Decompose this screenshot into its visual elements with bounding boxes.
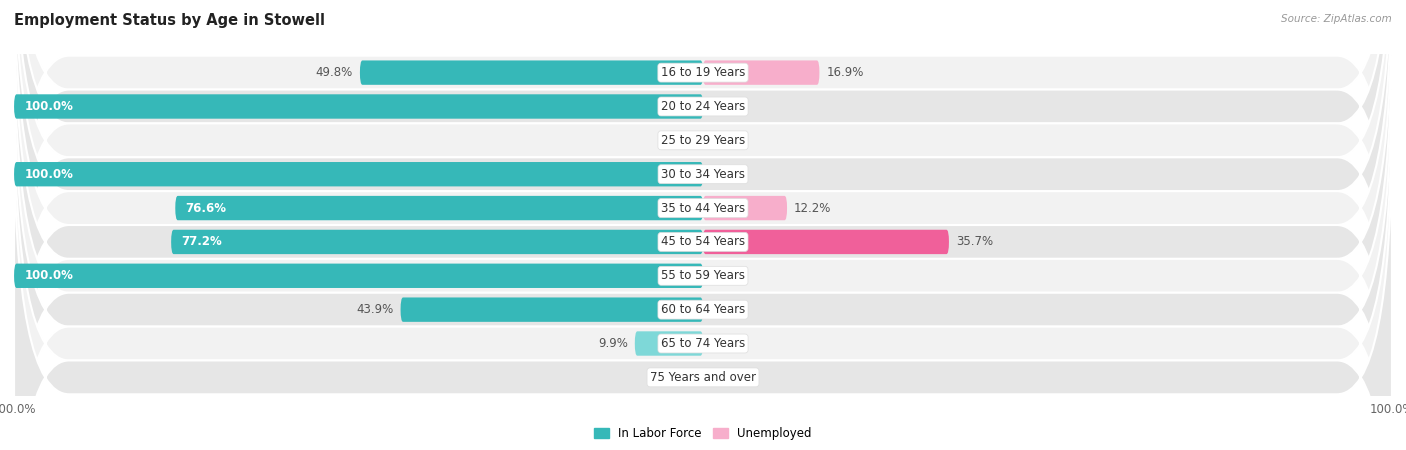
Text: Employment Status by Age in Stowell: Employment Status by Age in Stowell (14, 14, 325, 28)
Text: 16.9%: 16.9% (827, 66, 863, 79)
FancyBboxPatch shape (176, 196, 703, 220)
Text: 20 to 24 Years: 20 to 24 Years (661, 100, 745, 113)
FancyBboxPatch shape (703, 60, 820, 85)
Text: 43.9%: 43.9% (356, 303, 394, 316)
Text: 100.0%: 100.0% (24, 168, 73, 181)
Text: 0.0%: 0.0% (713, 303, 742, 316)
Text: 65 to 74 Years: 65 to 74 Years (661, 337, 745, 350)
FancyBboxPatch shape (14, 0, 1392, 360)
Text: 9.9%: 9.9% (598, 337, 628, 350)
Text: 49.8%: 49.8% (316, 66, 353, 79)
Text: 0.0%: 0.0% (664, 134, 693, 147)
Text: 0.0%: 0.0% (713, 337, 742, 350)
FancyBboxPatch shape (401, 297, 703, 322)
Text: 35.7%: 35.7% (956, 235, 993, 248)
Text: 76.6%: 76.6% (186, 202, 226, 215)
FancyBboxPatch shape (634, 331, 703, 356)
Text: 100.0%: 100.0% (24, 269, 73, 282)
FancyBboxPatch shape (14, 0, 1392, 394)
Text: 16 to 19 Years: 16 to 19 Years (661, 66, 745, 79)
Legend: In Labor Force, Unemployed: In Labor Force, Unemployed (589, 423, 817, 445)
Text: 45 to 54 Years: 45 to 54 Years (661, 235, 745, 248)
Text: 0.0%: 0.0% (664, 371, 693, 384)
Text: 0.0%: 0.0% (713, 100, 742, 113)
Text: 60 to 64 Years: 60 to 64 Years (661, 303, 745, 316)
FancyBboxPatch shape (14, 56, 1392, 450)
FancyBboxPatch shape (172, 230, 703, 254)
FancyBboxPatch shape (703, 230, 949, 254)
Text: 55 to 59 Years: 55 to 59 Years (661, 269, 745, 282)
Text: 75 Years and over: 75 Years and over (650, 371, 756, 384)
FancyBboxPatch shape (14, 90, 1392, 450)
FancyBboxPatch shape (14, 0, 1392, 450)
Text: 0.0%: 0.0% (713, 371, 742, 384)
Text: 0.0%: 0.0% (713, 134, 742, 147)
Text: 35 to 44 Years: 35 to 44 Years (661, 202, 745, 215)
Text: 100.0%: 100.0% (24, 100, 73, 113)
FancyBboxPatch shape (14, 0, 1392, 428)
FancyBboxPatch shape (14, 123, 1392, 450)
Text: Source: ZipAtlas.com: Source: ZipAtlas.com (1281, 14, 1392, 23)
Text: 12.2%: 12.2% (794, 202, 831, 215)
Text: 25 to 29 Years: 25 to 29 Years (661, 134, 745, 147)
FancyBboxPatch shape (703, 196, 787, 220)
FancyBboxPatch shape (14, 162, 703, 186)
Text: 0.0%: 0.0% (713, 168, 742, 181)
FancyBboxPatch shape (14, 0, 1392, 450)
FancyBboxPatch shape (14, 264, 703, 288)
FancyBboxPatch shape (14, 22, 1392, 450)
Text: 30 to 34 Years: 30 to 34 Years (661, 168, 745, 181)
FancyBboxPatch shape (14, 94, 703, 119)
FancyBboxPatch shape (14, 0, 1392, 327)
Text: 77.2%: 77.2% (181, 235, 222, 248)
FancyBboxPatch shape (360, 60, 703, 85)
Text: 0.0%: 0.0% (713, 269, 742, 282)
